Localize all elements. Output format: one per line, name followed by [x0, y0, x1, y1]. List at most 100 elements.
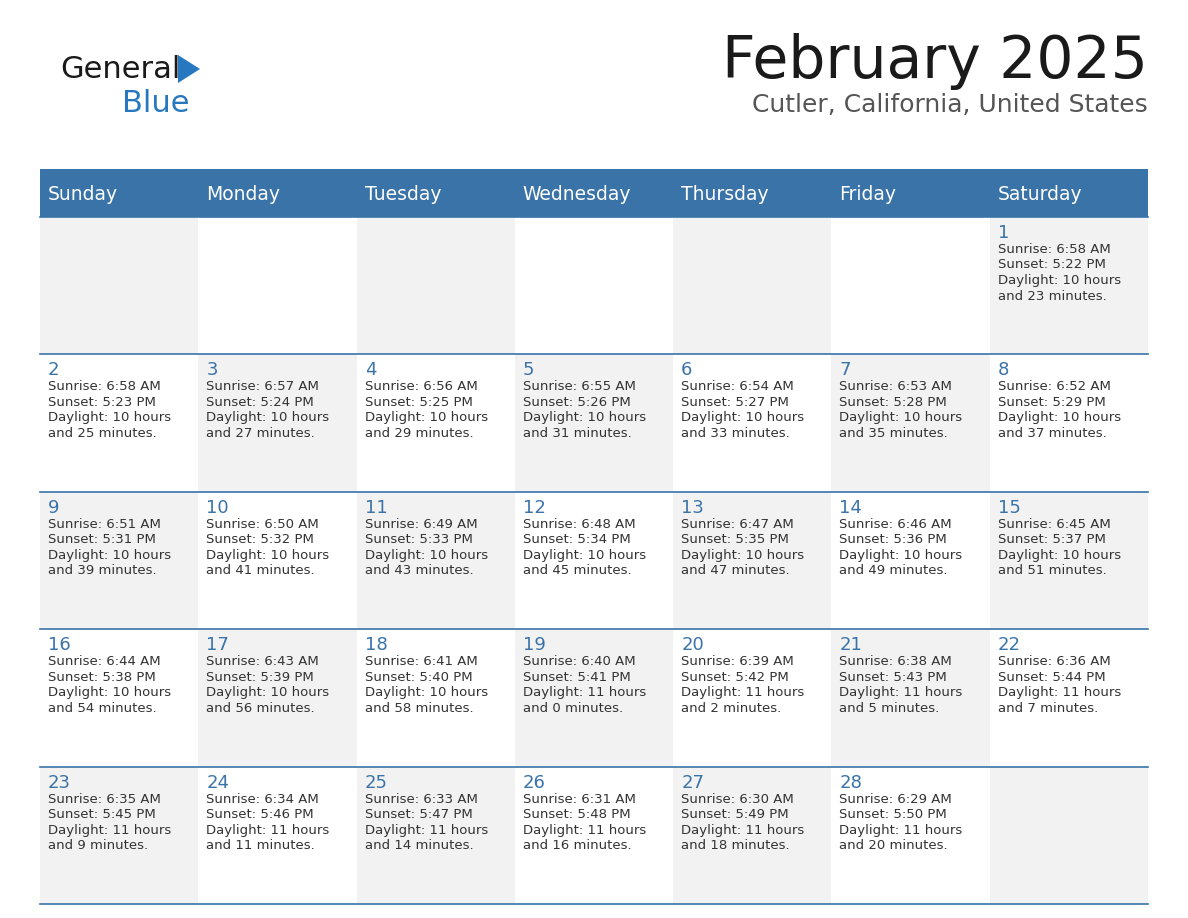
- Text: Sunset: 5:22 PM: Sunset: 5:22 PM: [998, 259, 1106, 272]
- Bar: [674, 492, 832, 629]
- Bar: [832, 354, 990, 492]
- Bar: [0, 0, 1188, 173]
- Text: Daylight: 11 hours: Daylight: 11 hours: [523, 823, 646, 836]
- Text: Sunrise: 6:56 AM: Sunrise: 6:56 AM: [365, 380, 478, 394]
- Text: and 54 minutes.: and 54 minutes.: [48, 701, 157, 715]
- Text: Sunset: 5:32 PM: Sunset: 5:32 PM: [207, 533, 314, 546]
- Text: Sunset: 5:37 PM: Sunset: 5:37 PM: [998, 533, 1106, 546]
- Text: Sunrise: 6:31 AM: Sunrise: 6:31 AM: [523, 792, 636, 806]
- Text: Sunset: 5:50 PM: Sunset: 5:50 PM: [840, 808, 947, 821]
- Text: Sunset: 5:31 PM: Sunset: 5:31 PM: [48, 533, 156, 546]
- Text: 27: 27: [681, 774, 704, 791]
- Text: Sunrise: 6:53 AM: Sunrise: 6:53 AM: [840, 380, 953, 394]
- Text: 8: 8: [998, 362, 1009, 379]
- Text: Sunrise: 6:38 AM: Sunrise: 6:38 AM: [840, 655, 952, 668]
- Text: and 37 minutes.: and 37 minutes.: [998, 427, 1106, 440]
- Text: Daylight: 11 hours: Daylight: 11 hours: [207, 823, 329, 836]
- Text: Saturday: Saturday: [998, 185, 1082, 205]
- Text: 15: 15: [998, 498, 1020, 517]
- Text: Daylight: 10 hours: Daylight: 10 hours: [207, 549, 329, 562]
- Text: Daylight: 10 hours: Daylight: 10 hours: [998, 549, 1120, 562]
- Text: Sunrise: 6:50 AM: Sunrise: 6:50 AM: [207, 518, 320, 531]
- Text: Daylight: 11 hours: Daylight: 11 hours: [523, 686, 646, 700]
- Text: Daylight: 11 hours: Daylight: 11 hours: [840, 823, 962, 836]
- Text: Daylight: 11 hours: Daylight: 11 hours: [840, 686, 962, 700]
- Text: 3: 3: [207, 362, 217, 379]
- Text: and 41 minutes.: and 41 minutes.: [207, 565, 315, 577]
- Bar: [990, 629, 1148, 767]
- Bar: [990, 767, 1148, 904]
- Text: Daylight: 10 hours: Daylight: 10 hours: [48, 549, 171, 562]
- Text: Sunset: 5:49 PM: Sunset: 5:49 PM: [681, 808, 789, 821]
- Text: Sunset: 5:36 PM: Sunset: 5:36 PM: [840, 533, 947, 546]
- Text: General: General: [61, 55, 181, 84]
- Text: Sunset: 5:43 PM: Sunset: 5:43 PM: [840, 671, 947, 684]
- Text: and 9 minutes.: and 9 minutes.: [48, 839, 148, 852]
- Bar: [40, 354, 198, 492]
- Text: and 49 minutes.: and 49 minutes.: [840, 565, 948, 577]
- Bar: [198, 767, 356, 904]
- Text: Sunrise: 6:33 AM: Sunrise: 6:33 AM: [365, 792, 478, 806]
- Text: and 51 minutes.: and 51 minutes.: [998, 565, 1106, 577]
- Bar: [674, 767, 832, 904]
- Text: Sunset: 5:29 PM: Sunset: 5:29 PM: [998, 396, 1106, 409]
- Text: Daylight: 10 hours: Daylight: 10 hours: [207, 686, 329, 700]
- Text: Sunrise: 6:35 AM: Sunrise: 6:35 AM: [48, 792, 160, 806]
- Bar: [40, 492, 198, 629]
- Text: Sunset: 5:39 PM: Sunset: 5:39 PM: [207, 671, 314, 684]
- Bar: [514, 217, 674, 354]
- Text: Sunrise: 6:49 AM: Sunrise: 6:49 AM: [365, 518, 478, 531]
- Text: and 45 minutes.: and 45 minutes.: [523, 565, 632, 577]
- Bar: [514, 767, 674, 904]
- Bar: [356, 217, 514, 354]
- Bar: [356, 354, 514, 492]
- Text: Thursday: Thursday: [681, 185, 769, 205]
- Text: Sunrise: 6:34 AM: Sunrise: 6:34 AM: [207, 792, 320, 806]
- Text: Daylight: 11 hours: Daylight: 11 hours: [48, 823, 171, 836]
- Text: Sunrise: 6:36 AM: Sunrise: 6:36 AM: [998, 655, 1111, 668]
- Text: Cutler, California, United States: Cutler, California, United States: [752, 93, 1148, 117]
- Text: February 2025: February 2025: [722, 33, 1148, 90]
- Text: and 25 minutes.: and 25 minutes.: [48, 427, 157, 440]
- Text: Sunset: 5:42 PM: Sunset: 5:42 PM: [681, 671, 789, 684]
- Text: Daylight: 10 hours: Daylight: 10 hours: [207, 411, 329, 424]
- Text: Sunrise: 6:29 AM: Sunrise: 6:29 AM: [840, 792, 952, 806]
- Text: Sunrise: 6:54 AM: Sunrise: 6:54 AM: [681, 380, 794, 394]
- Text: Tuesday: Tuesday: [365, 185, 441, 205]
- Text: and 43 minutes.: and 43 minutes.: [365, 565, 473, 577]
- Text: Friday: Friday: [840, 185, 897, 205]
- Bar: [198, 629, 356, 767]
- Text: Daylight: 10 hours: Daylight: 10 hours: [365, 549, 488, 562]
- Text: 19: 19: [523, 636, 545, 655]
- Text: and 33 minutes.: and 33 minutes.: [681, 427, 790, 440]
- Text: 20: 20: [681, 636, 704, 655]
- Text: 1: 1: [998, 224, 1009, 242]
- Bar: [198, 354, 356, 492]
- Text: 28: 28: [840, 774, 862, 791]
- Text: Sunrise: 6:41 AM: Sunrise: 6:41 AM: [365, 655, 478, 668]
- Text: and 31 minutes.: and 31 minutes.: [523, 427, 632, 440]
- Text: Daylight: 11 hours: Daylight: 11 hours: [681, 686, 804, 700]
- Text: 17: 17: [207, 636, 229, 655]
- Bar: [832, 767, 990, 904]
- Text: Daylight: 10 hours: Daylight: 10 hours: [998, 274, 1120, 287]
- Text: Wednesday: Wednesday: [523, 185, 631, 205]
- Text: Daylight: 11 hours: Daylight: 11 hours: [681, 823, 804, 836]
- Text: Sunrise: 6:58 AM: Sunrise: 6:58 AM: [998, 243, 1111, 256]
- Text: Sunrise: 6:44 AM: Sunrise: 6:44 AM: [48, 655, 160, 668]
- Bar: [674, 629, 832, 767]
- Text: and 16 minutes.: and 16 minutes.: [523, 839, 632, 852]
- Text: 16: 16: [48, 636, 71, 655]
- Text: 2: 2: [48, 362, 59, 379]
- Text: 11: 11: [365, 498, 387, 517]
- Text: 21: 21: [840, 636, 862, 655]
- Text: Sunset: 5:27 PM: Sunset: 5:27 PM: [681, 396, 789, 409]
- Bar: [198, 492, 356, 629]
- Text: Sunset: 5:33 PM: Sunset: 5:33 PM: [365, 533, 473, 546]
- Text: 5: 5: [523, 362, 535, 379]
- Text: 25: 25: [365, 774, 387, 791]
- Text: 14: 14: [840, 498, 862, 517]
- Text: and 27 minutes.: and 27 minutes.: [207, 427, 315, 440]
- Text: Sunset: 5:41 PM: Sunset: 5:41 PM: [523, 671, 631, 684]
- Text: and 5 minutes.: and 5 minutes.: [840, 701, 940, 715]
